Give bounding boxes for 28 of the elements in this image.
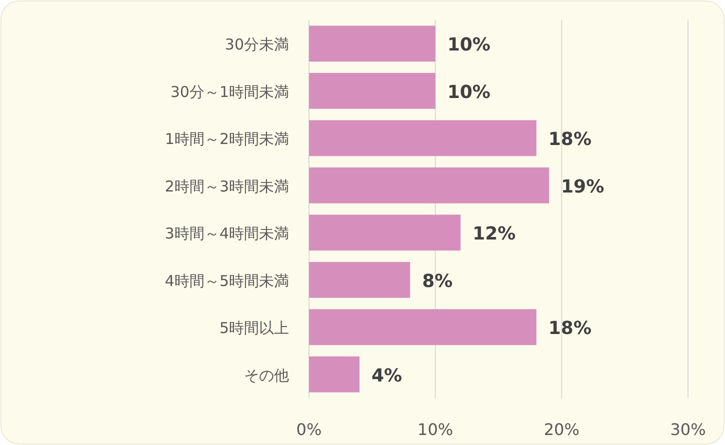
bar [309, 309, 536, 346]
y-tick-label: 3時間～4時間未満 [164, 224, 289, 243]
y-tick-label: その他 [244, 366, 289, 384]
y-tick-label: 30分未満 [224, 36, 289, 54]
bar [309, 167, 550, 204]
bar [309, 262, 410, 298]
y-tick-label: 4時間～5時間未満 [164, 272, 289, 290]
x-tick-label: 20% [544, 420, 580, 439]
bar [309, 26, 436, 62]
x-tick-label: 0% [296, 420, 322, 439]
bar [309, 72, 436, 109]
data-label: 12% [472, 224, 516, 245]
x-tick-label: 10% [418, 420, 454, 439]
bar [309, 356, 360, 392]
data-label: 10% [447, 34, 490, 56]
y-tick-label: 5時間以上 [219, 319, 289, 338]
data-label: 10% [447, 82, 490, 103]
data-label: 4% [372, 365, 402, 386]
x-tick-label: 30% [670, 420, 706, 439]
data-label: 8% [422, 270, 453, 292]
bar [309, 120, 536, 156]
y-tick-label: 30分～1時間未満 [170, 82, 289, 101]
y-tick-label: 1時間～2時間未満 [164, 130, 289, 148]
data-label: 19% [561, 176, 604, 198]
data-label: 18% [548, 129, 592, 150]
data-label: 18% [548, 318, 592, 340]
y-tick-label: 2時間～3時間未満 [164, 177, 289, 196]
bar [309, 214, 461, 251]
